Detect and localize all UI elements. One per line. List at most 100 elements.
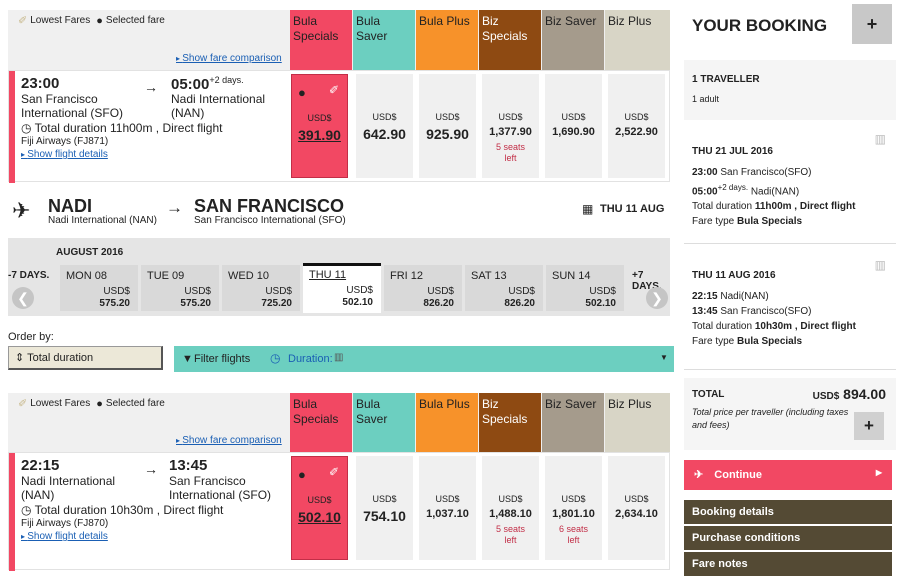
date-price: 502.10 <box>585 298 616 309</box>
fare-cell-biz-specials[interactable]: USD$ 1,377.90 5 seats left <box>482 74 539 178</box>
fare-cell-bula-plus[interactable]: USD$ 1,037.10 <box>419 456 476 560</box>
chevron-right-icon: ▶ <box>875 468 882 477</box>
purchase-conditions-link[interactable]: Purchase conditions <box>684 526 892 550</box>
leg-arrival: 13:45 San Francisco(SFO) <box>692 306 812 317</box>
fare-cell-bula-plus[interactable]: USD$ 925.90 <box>419 74 476 178</box>
fare-cell-biz-saver[interactable]: USD$ 1,801.10 6 seats left <box>545 456 602 560</box>
fare-cell-bula-specials[interactable]: ● ✐ USD$ 502.10 <box>291 456 348 560</box>
next-week-button[interactable]: ❯ <box>646 287 668 309</box>
leg-duration: Total duration 11h00m , Direct flight <box>692 201 856 213</box>
prev-week-label: -7 DAYS. <box>8 270 50 281</box>
arrival-place: Nadi International (NAN) <box>171 92 266 120</box>
order-by-select[interactable]: ⇕ Total duration <box>8 346 163 370</box>
date-price: 575.20 <box>99 298 130 309</box>
date-option[interactable]: FRI 12 USD$ 826.20 <box>384 265 462 311</box>
trash-icon[interactable]: ▥ <box>874 258 886 272</box>
origin-code: NADI <box>48 196 92 216</box>
booking-leg-outbound: THU 21 JUL 2016 ▥ 23:00 San Francisco(SF… <box>684 132 896 244</box>
total-price: USD$ 894.00 <box>812 386 886 402</box>
tag-icon: ✐ <box>328 83 339 97</box>
month-label: AUGUST 2016 <box>56 247 124 258</box>
fare-price: 391.90 <box>298 127 341 143</box>
airline: Fiji Airways (FJ871) <box>21 136 109 147</box>
lowest-fares-label: Lowest Fares <box>30 398 91 409</box>
order-by-label: Order by: <box>8 331 54 343</box>
route-date: THU 11 AUG <box>600 203 665 215</box>
show-flight-details-link[interactable]: Show flight details <box>21 531 108 542</box>
prev-week-button[interactable]: ❮ <box>12 287 34 309</box>
leg-departure: 23:00 San Francisco(SFO) <box>692 167 812 178</box>
fare-cell-biz-specials[interactable]: USD$ 1,488.10 5 seats left <box>482 456 539 560</box>
fare-col-bula-specials: Bula Specials <box>290 393 352 456</box>
fare-cell-biz-plus[interactable]: USD$ 2,522.90 <box>608 74 665 178</box>
show-flight-details-link[interactable]: Show flight details <box>21 149 108 160</box>
check-circle-icon: ● <box>96 397 103 410</box>
date-option[interactable]: SAT 13 USD$ 826.20 <box>465 265 543 311</box>
date-option-selected[interactable]: THU 11 USD$ 502.10 <box>303 263 381 313</box>
selected-fare-label: Selected fare <box>105 15 165 26</box>
fare-price: 2,634.10 <box>615 508 658 520</box>
leg-fare-type: Fare type Bula Specials <box>692 336 803 347</box>
date-option[interactable]: WED 10 USD$ 725.20 <box>222 265 300 311</box>
leg-fare-type: Fare type Bula Specials <box>692 216 803 228</box>
booking-details-link[interactable]: Booking details <box>684 500 892 524</box>
leg-duration: Total duration 10h30m , Direct flight <box>692 321 856 332</box>
date-price: 502.10 <box>342 297 373 308</box>
fare-price: 1,377.90 <box>489 126 532 138</box>
flight-duration: ◷ Total duration 10h30m , Direct flight <box>21 503 224 517</box>
total-note: Total price per traveller (including tax… <box>692 407 849 430</box>
continue-button[interactable]: ✈ Continue ▶ <box>684 460 892 490</box>
seats-left: 6 seats left <box>558 524 589 545</box>
arrival-time: 13:45 <box>169 457 208 474</box>
date-selector: AUGUST 2016 -7 DAYS. ❮ MON 08 USD$ 575.20 … <box>8 238 670 316</box>
airline: Fiji Airways (FJ870) <box>21 518 109 529</box>
fare-legend: ✐ Lowest Fares ● Selected fare <box>18 14 165 28</box>
calendar-icon: ▦ <box>582 202 594 216</box>
departure-place: Nadi International (NAN) <box>21 474 116 502</box>
show-fare-comparison-link[interactable]: Show fare comparison <box>176 435 282 446</box>
tag-icon: ✐ <box>18 398 28 410</box>
date-price: 826.20 <box>423 298 454 309</box>
clock-icon: ◷ <box>21 121 32 135</box>
trash-icon[interactable]: ▥ <box>874 132 886 146</box>
trash-icon[interactable]: ▥ <box>334 352 344 363</box>
date-option[interactable]: SUN 14 USD$ 502.10 <box>546 265 624 311</box>
date-option[interactable]: TUE 09 USD$ 575.20 <box>141 265 219 311</box>
fare-price: 1,690.90 <box>552 126 595 138</box>
sort-icon: ⇕ <box>15 352 25 364</box>
arrow-right-icon: → <box>144 461 158 477</box>
fare-col-bula-plus: Bula Plus <box>416 393 478 456</box>
seats-left: 5 seats left <box>495 524 526 545</box>
fare-price: 925.90 <box>426 126 469 142</box>
show-fare-comparison-link[interactable]: Show fare comparison <box>176 53 282 64</box>
next-week-label: +7 DAYS. <box>632 270 662 292</box>
add-button[interactable]: + <box>854 412 884 440</box>
fare-col-bula-saver: Bula Saver <box>353 10 415 73</box>
fare-price: 642.90 <box>363 126 406 142</box>
fare-cell-biz-plus[interactable]: USD$ 2,634.10 <box>608 456 665 560</box>
fare-price: 2,522.90 <box>615 126 658 138</box>
expand-booking-button[interactable]: + <box>852 4 892 44</box>
date-price: 575.20 <box>180 298 211 309</box>
departure-place: San Francisco International (SFO) <box>21 92 124 120</box>
fare-notes-link[interactable]: Fare notes <box>684 552 892 576</box>
fare-cell-bula-saver[interactable]: USD$ 754.10 <box>356 456 413 560</box>
seats-left: 5 seats left <box>495 142 526 163</box>
filter-icon: ▼ <box>182 353 193 365</box>
fare-cell-bula-specials[interactable]: ● ✐ USD$ 391.90 <box>291 74 348 178</box>
leg-departure: 22:15 Nadi(NAN) <box>692 291 769 302</box>
filter-bar[interactable]: ▼ Filter flights ◷ Duration: ▥ ▼ <box>174 346 674 372</box>
tag-icon: ✐ <box>328 465 339 479</box>
fare-col-biz-plus: Biz Plus <box>605 10 670 73</box>
traveller-detail: 1 adult <box>692 94 720 104</box>
check-circle-icon: ● <box>298 85 306 100</box>
fare-price: 1,801.10 <box>552 508 595 520</box>
departure-time: 22:15 <box>21 457 60 474</box>
fare-cell-bula-saver[interactable]: USD$ 642.90 <box>356 74 413 178</box>
fare-col-biz-saver: Biz Saver <box>542 393 604 456</box>
fare-col-biz-specials: Biz Specials <box>479 393 541 456</box>
fare-cell-biz-saver[interactable]: USD$ 1,690.90 <box>545 74 602 178</box>
clock-icon: ◷ <box>270 351 281 365</box>
chevron-down-icon[interactable]: ▼ <box>660 353 668 362</box>
date-option[interactable]: MON 08 USD$ 575.20 <box>60 265 138 311</box>
